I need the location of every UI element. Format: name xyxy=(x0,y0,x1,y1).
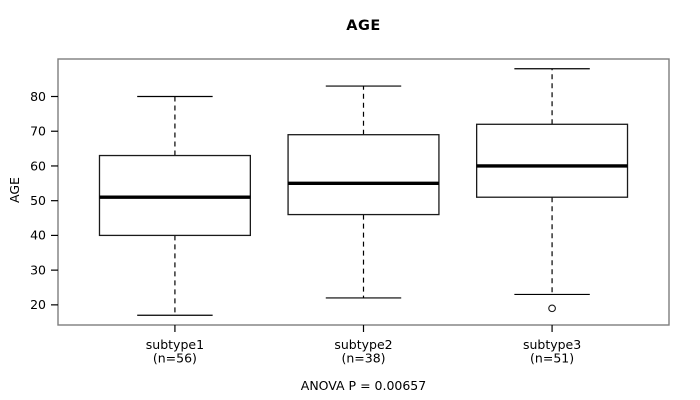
y-tick-label: 30 xyxy=(30,262,46,277)
group-sublabel: (n=56) xyxy=(153,351,197,366)
chart-title: AGE xyxy=(346,18,381,34)
y-tick-label: 80 xyxy=(30,89,46,104)
group-sublabel: (n=38) xyxy=(341,351,385,366)
group-label: subtype3 xyxy=(523,337,581,352)
anova-p-value: ANOVA P = 0.00657 xyxy=(300,378,427,393)
outlier-point xyxy=(548,304,556,313)
y-tick-label: 40 xyxy=(30,228,46,243)
group-sublabel: (n=51) xyxy=(530,351,574,366)
y-tick-label: 60 xyxy=(30,158,46,173)
group-label: subtype1 xyxy=(146,337,204,352)
y-tick-label: 70 xyxy=(30,124,46,139)
iqr-box xyxy=(98,154,252,237)
iqr-box xyxy=(287,134,440,216)
y-tick-label: 50 xyxy=(30,193,46,208)
group-label: subtype2 xyxy=(334,337,392,352)
iqr-box xyxy=(475,123,629,198)
y-tick-label: 20 xyxy=(30,297,46,312)
